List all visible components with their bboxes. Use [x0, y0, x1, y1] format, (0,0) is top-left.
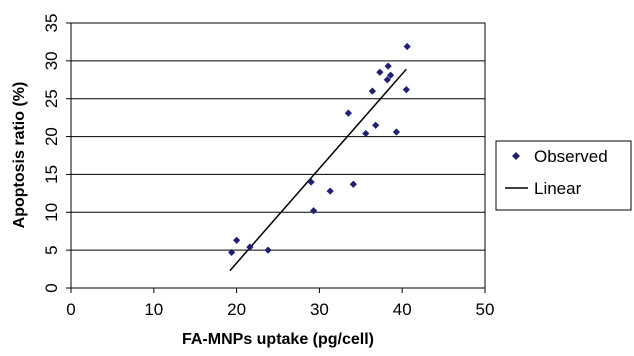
linear-fit-line	[229, 68, 407, 272]
observed-point-7	[326, 187, 334, 195]
gridlines	[71, 60, 485, 251]
observed-point-18	[402, 86, 410, 94]
y-tick-label-15: 15	[42, 165, 61, 184]
legend-marker-observed	[512, 152, 520, 160]
y-tick-label-10: 10	[42, 203, 61, 222]
legend-label-observed: Observed	[534, 147, 608, 166]
y-tick-label-5: 5	[42, 245, 61, 254]
x-tick-label-50: 50	[476, 300, 495, 319]
axis-ticks: 0 5 10 15 20 25 30 35 0 10 20 30 40 50	[42, 14, 494, 319]
x-tick-label-10: 10	[144, 300, 163, 319]
observed-point-1	[228, 248, 236, 257]
y-tick-label-30: 30	[42, 51, 61, 70]
observed-point-2	[233, 236, 241, 244]
observed-point-9	[349, 180, 357, 188]
observed-point-6	[310, 207, 318, 215]
x-axis-title: FA-MNPs uptake (pg/cell)	[182, 331, 374, 348]
legend-box	[495, 140, 632, 211]
trendline-layer	[229, 68, 407, 272]
observed-point-12	[372, 121, 380, 129]
observed-point-10	[362, 129, 370, 138]
observed-point-17	[392, 128, 401, 136]
legend: Observed Linear	[495, 140, 632, 211]
observed-point-8	[344, 109, 352, 117]
x-tick-label-20: 20	[227, 300, 246, 319]
observed-point-19	[403, 42, 411, 51]
y-tick-label-0: 0	[42, 283, 61, 292]
observed-point-4	[264, 246, 272, 254]
observed-point-14	[383, 76, 391, 84]
observed-point-16	[387, 71, 395, 79]
x-tick-label-0: 0	[66, 300, 75, 319]
y-tick-label-20: 20	[42, 127, 61, 146]
observed-point-5	[307, 178, 315, 186]
observed-point-13	[376, 68, 384, 76]
x-tick-label-40: 40	[393, 300, 412, 319]
y-tick-label-25: 25	[42, 89, 61, 108]
data-points	[228, 42, 411, 257]
plot-area	[70, 22, 486, 289]
legend-label-linear: Linear	[534, 179, 582, 198]
y-tick-label-35: 35	[42, 14, 61, 33]
observed-point-3	[246, 243, 254, 251]
y-axis-title: Apoptosis ratio (%)	[11, 82, 28, 229]
observed-point-15	[384, 62, 392, 70]
observed-point-11	[368, 87, 376, 95]
x-tick-label-30: 30	[310, 300, 329, 319]
